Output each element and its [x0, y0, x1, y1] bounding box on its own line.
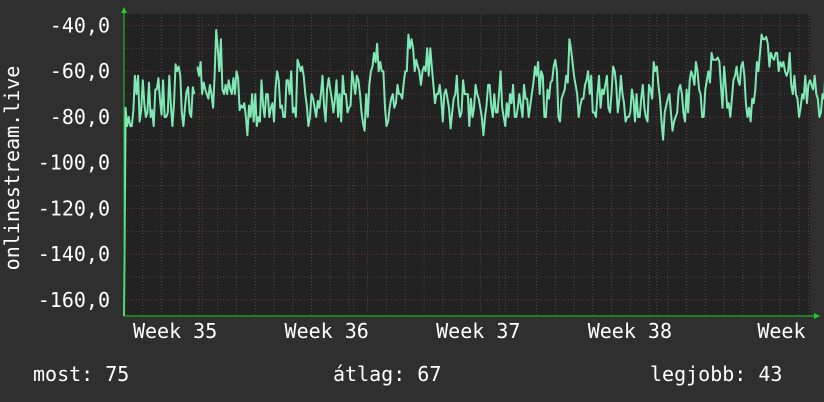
plot-area — [124, 14, 810, 316]
y-axis-label: onlinestream.live — [0, 66, 24, 271]
x-axis-arrow — [814, 313, 820, 319]
series-line — [123, 29, 824, 317]
axis-ticks: -40,0 -60,0 -80,0 -100,0 -120,0 -140,0 -160,0 W… — [38, 13, 806, 343]
x-tick-label: Week 38 — [588, 319, 672, 343]
stats-bar: most: 75 átlag: 67 legjobb: 43 — [0, 362, 824, 392]
y-tick-label: -60,0 — [50, 59, 110, 83]
y-tick-label: -140,0 — [38, 242, 110, 266]
x-tick-label: Week 36 — [285, 319, 369, 343]
y-tick-label: -40,0 — [50, 13, 110, 37]
y-tick-label: -120,0 — [38, 196, 110, 220]
grid — [123, 14, 810, 316]
best-value: legjobb: 43 — [650, 362, 783, 386]
y-tick-label: -100,0 — [38, 151, 110, 175]
y-tick-label: -80,0 — [50, 105, 110, 129]
series-layer — [123, 29, 824, 317]
x-tick-label: Week 35 — [133, 319, 217, 343]
average-value: átlag: 67 — [333, 362, 442, 386]
chart: -40,0 -60,0 -80,0 -100,0 -120,0 -140,0 -160,0 W… — [0, 7, 824, 343]
x-tick-label: Week 37 — [436, 319, 520, 343]
current-value: most: 75 — [33, 362, 130, 386]
y-axis-arrow — [121, 7, 127, 13]
x-tick-label: Week — [757, 319, 805, 343]
y-tick-label: -160,0 — [38, 288, 110, 312]
axes — [121, 7, 820, 319]
